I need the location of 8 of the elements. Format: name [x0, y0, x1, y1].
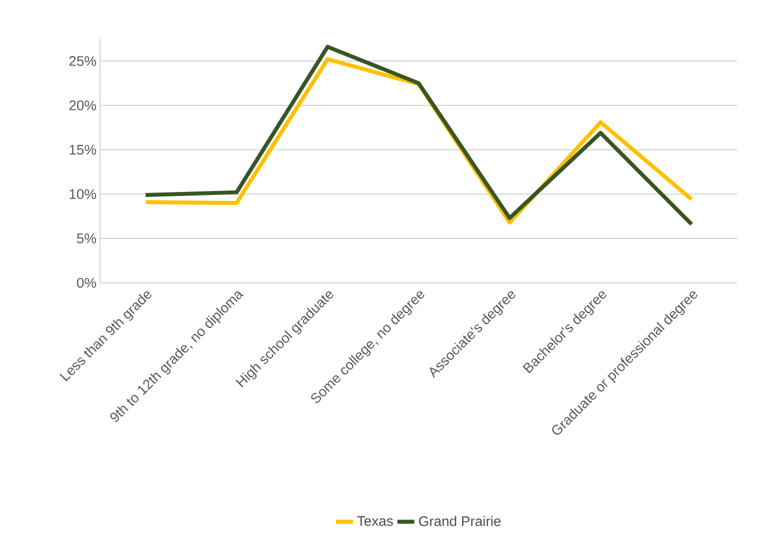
y-tick-label: 25% — [69, 56, 96, 66]
y-tick-label: 15% — [70, 144, 96, 155]
legend-label: Texas — [357, 516, 393, 526]
y-tick-label: 20% — [69, 100, 96, 110]
y-tick-label: 10% — [70, 189, 96, 200]
legend-label: Grand Prairie — [419, 516, 501, 526]
y-tick-label: 5% — [76, 234, 96, 244]
y-tick-label: 0% — [76, 278, 96, 288]
